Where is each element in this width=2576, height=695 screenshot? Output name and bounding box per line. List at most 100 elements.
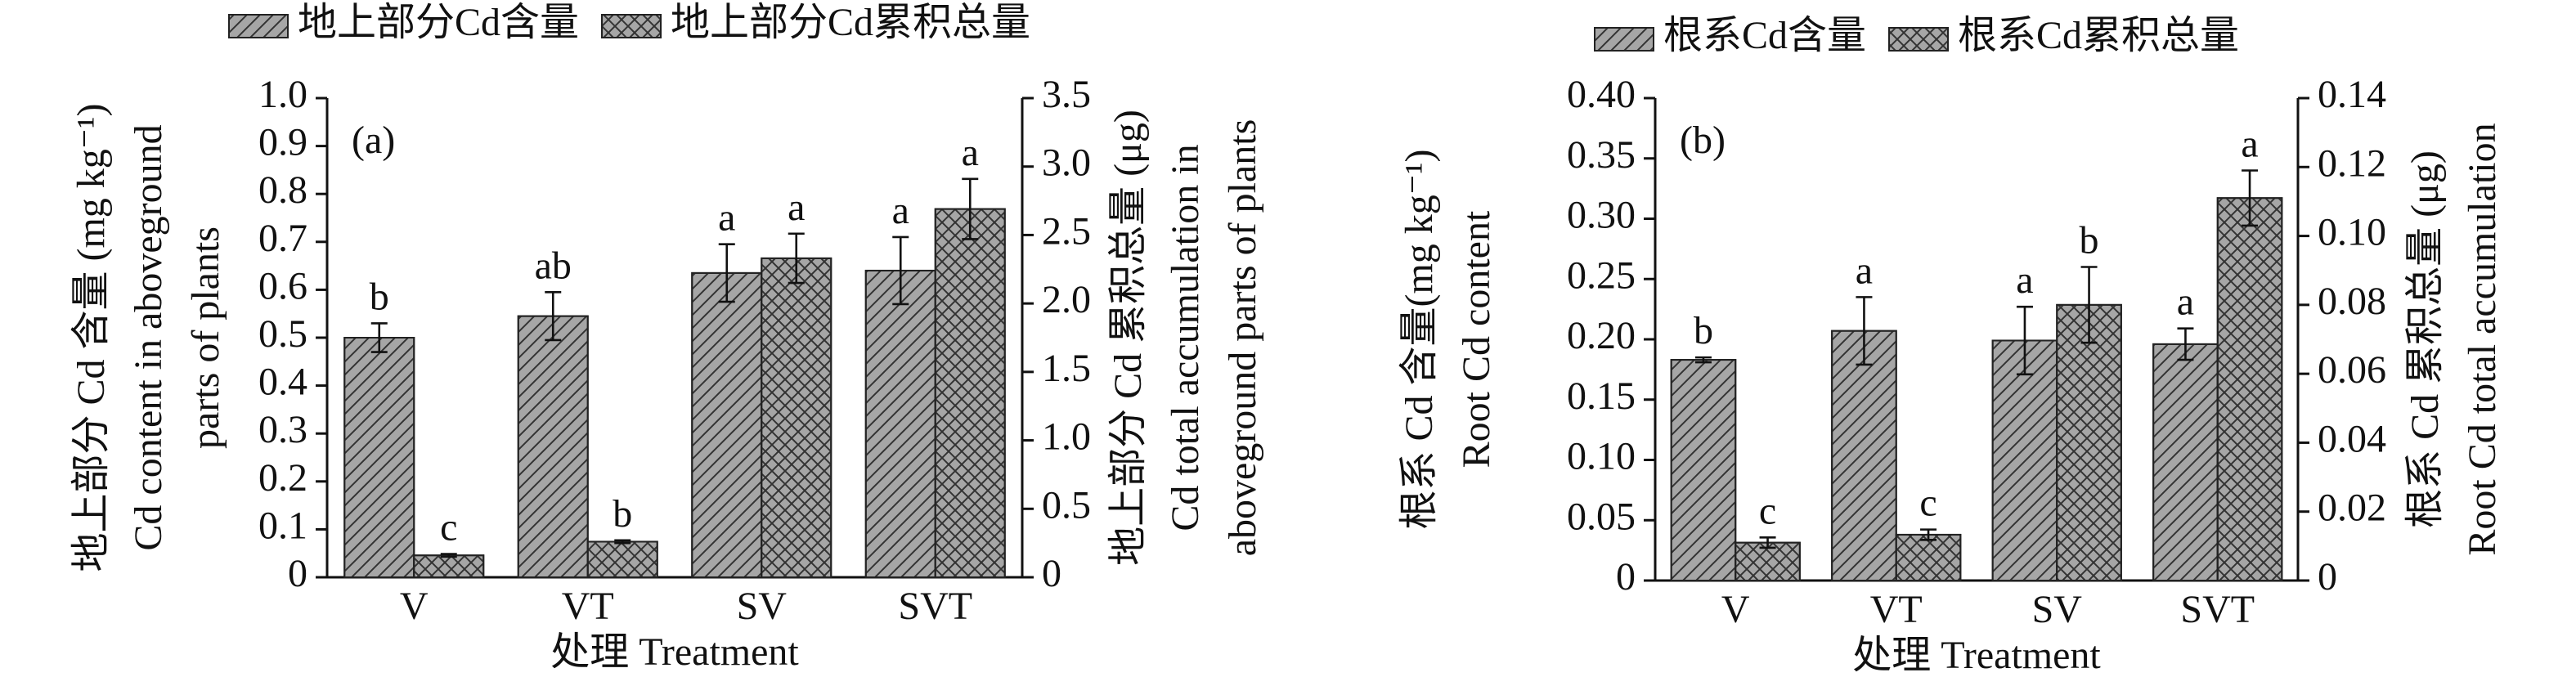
y2-tick-label: 0 <box>1042 552 1061 595</box>
bar-hatch <box>934 208 1006 578</box>
y-tick-label: 0.3 <box>258 408 307 451</box>
significance-letter: c <box>1919 482 1936 525</box>
significance-letter: b <box>2080 219 2099 262</box>
y-tick-label: 0.05 <box>1567 495 1636 538</box>
y2-axis-title: Cd total accumulation in <box>1164 144 1207 531</box>
y2-axis-title: 根系 Cd 累积总量 (μg) <box>2403 150 2447 528</box>
error-bar <box>614 539 631 545</box>
bar-hatch <box>691 271 763 578</box>
bar-hatch <box>1831 330 1897 581</box>
y2-tick-label: 0.14 <box>2318 73 2386 116</box>
error-bar <box>718 243 735 303</box>
y-tick-label: 0.7 <box>258 217 307 260</box>
error-bar <box>1759 536 1776 549</box>
significance-letter: a <box>788 186 805 229</box>
legend-swatch-hatch <box>1594 27 1654 52</box>
significance-letter: a <box>718 196 735 240</box>
significance-letter: a <box>2177 280 2194 324</box>
bar-hatch <box>586 540 658 578</box>
bar-hatch <box>2216 197 2283 581</box>
bar-hatch <box>1670 359 1737 581</box>
x-axis-title: 处理 Treatment <box>550 630 799 674</box>
legend-label: 根系Cd含量 <box>1663 14 1866 57</box>
significance-letter: b <box>613 492 632 536</box>
error-bar <box>962 177 979 240</box>
y2-tick-label: 3.5 <box>1042 73 1091 116</box>
error-bar <box>788 232 805 285</box>
bar-hatch <box>761 257 832 578</box>
y2-tick-label: 0.5 <box>1042 483 1091 527</box>
legend-swatch-hatch <box>601 14 662 38</box>
x-axis-title: 处理 Treatment <box>1852 634 2101 677</box>
legend-swatch-hatch <box>1888 27 1950 52</box>
error-bar <box>2080 266 2098 344</box>
legend-label: 地上部分Cd累积总量 <box>671 1 1030 44</box>
error-bar <box>440 553 457 558</box>
error-bar <box>1920 528 1937 541</box>
y-tick-label: 0.4 <box>258 361 307 404</box>
significance-letter: a <box>962 131 979 174</box>
panel-label: (b) <box>1680 119 1726 162</box>
y2-tick-label: 0.04 <box>2318 417 2386 460</box>
y-tick-label: 0.1 <box>258 504 307 547</box>
bar-hatch <box>1735 541 1801 582</box>
x-tick-label: V <box>1721 588 1750 631</box>
legend-label: 根系Cd累积总量 <box>1958 14 2239 57</box>
x-tick-label: SV <box>737 585 788 628</box>
y-tick-label: 0.6 <box>258 264 307 307</box>
y-tick-label: 0.9 <box>258 121 307 164</box>
y-tick-label: 0 <box>1616 555 1636 599</box>
significance-letter: b <box>370 275 389 318</box>
y2-tick-label: 2.5 <box>1042 209 1091 253</box>
significance-letter: a <box>2241 123 2258 166</box>
bar-hatch <box>864 269 936 578</box>
y-axis-title: 地上部分 Cd 含量 (mg kg⁻¹) <box>70 103 113 572</box>
bar-hatch <box>343 337 415 578</box>
x-tick-label: SV <box>2032 588 2083 631</box>
y-tick-label: 0.2 <box>258 456 307 500</box>
significance-letter: a <box>1856 249 1873 292</box>
y2-tick-label: 3.0 <box>1042 141 1091 185</box>
panel-label: (a) <box>352 119 395 162</box>
y2-tick-label: 1.0 <box>1042 415 1091 459</box>
y-axis-title: 根系 Cd 含量(mg kg⁻¹) <box>1398 149 1441 529</box>
y-tick-label: 0.10 <box>1567 435 1636 478</box>
significance-letter: a <box>2016 258 2033 302</box>
y-tick-label: 0.40 <box>1567 73 1636 116</box>
y-tick-label: 0.5 <box>258 312 307 356</box>
y2-tick-label: 0 <box>2318 555 2337 599</box>
y-axis-title: Cd content in aboveground <box>127 124 170 550</box>
y2-axis-title: 地上部分 Cd 累积总量 (μg) <box>1106 110 1150 566</box>
x-tick-label: VT <box>562 585 614 628</box>
error-bar <box>2016 305 2033 376</box>
error-bar <box>1694 356 1712 364</box>
y2-tick-label: 0.12 <box>2318 141 2386 185</box>
x-tick-label: VT <box>1870 588 1923 631</box>
y2-tick-label: 1.5 <box>1042 347 1091 390</box>
bar-hatch <box>413 554 485 578</box>
significance-letter: c <box>1759 489 1776 532</box>
y-tick-label: 0.30 <box>1567 194 1636 237</box>
y-tick-label: 0.35 <box>1567 133 1636 177</box>
y-axis-title: parts of plants <box>184 226 227 449</box>
error-bar <box>545 291 562 342</box>
significance-letter: b <box>1694 309 1713 352</box>
bar-hatch <box>1895 533 1962 582</box>
significance-letter: ab <box>535 244 572 287</box>
error-bar <box>370 322 388 353</box>
error-bar <box>1856 296 1873 366</box>
error-bar <box>2177 327 2194 361</box>
bar-hatch <box>2152 343 2219 581</box>
y2-tick-label: 0.10 <box>2318 211 2386 254</box>
bar-hatch <box>517 315 589 578</box>
y-tick-label: 0.20 <box>1567 314 1636 357</box>
y2-axis-title: aboveground parts of plants <box>1221 119 1264 557</box>
y2-tick-label: 0.08 <box>2318 280 2386 323</box>
y-axis-title: Root Cd content <box>1455 210 1498 468</box>
y2-tick-label: 0.02 <box>2318 486 2386 530</box>
y-tick-label: 0.15 <box>1567 374 1636 418</box>
x-tick-label: SVT <box>2180 588 2255 631</box>
x-tick-label: SVT <box>898 585 972 628</box>
legend-swatch-hatch <box>228 14 289 38</box>
y-tick-label: 0.25 <box>1567 253 1636 297</box>
